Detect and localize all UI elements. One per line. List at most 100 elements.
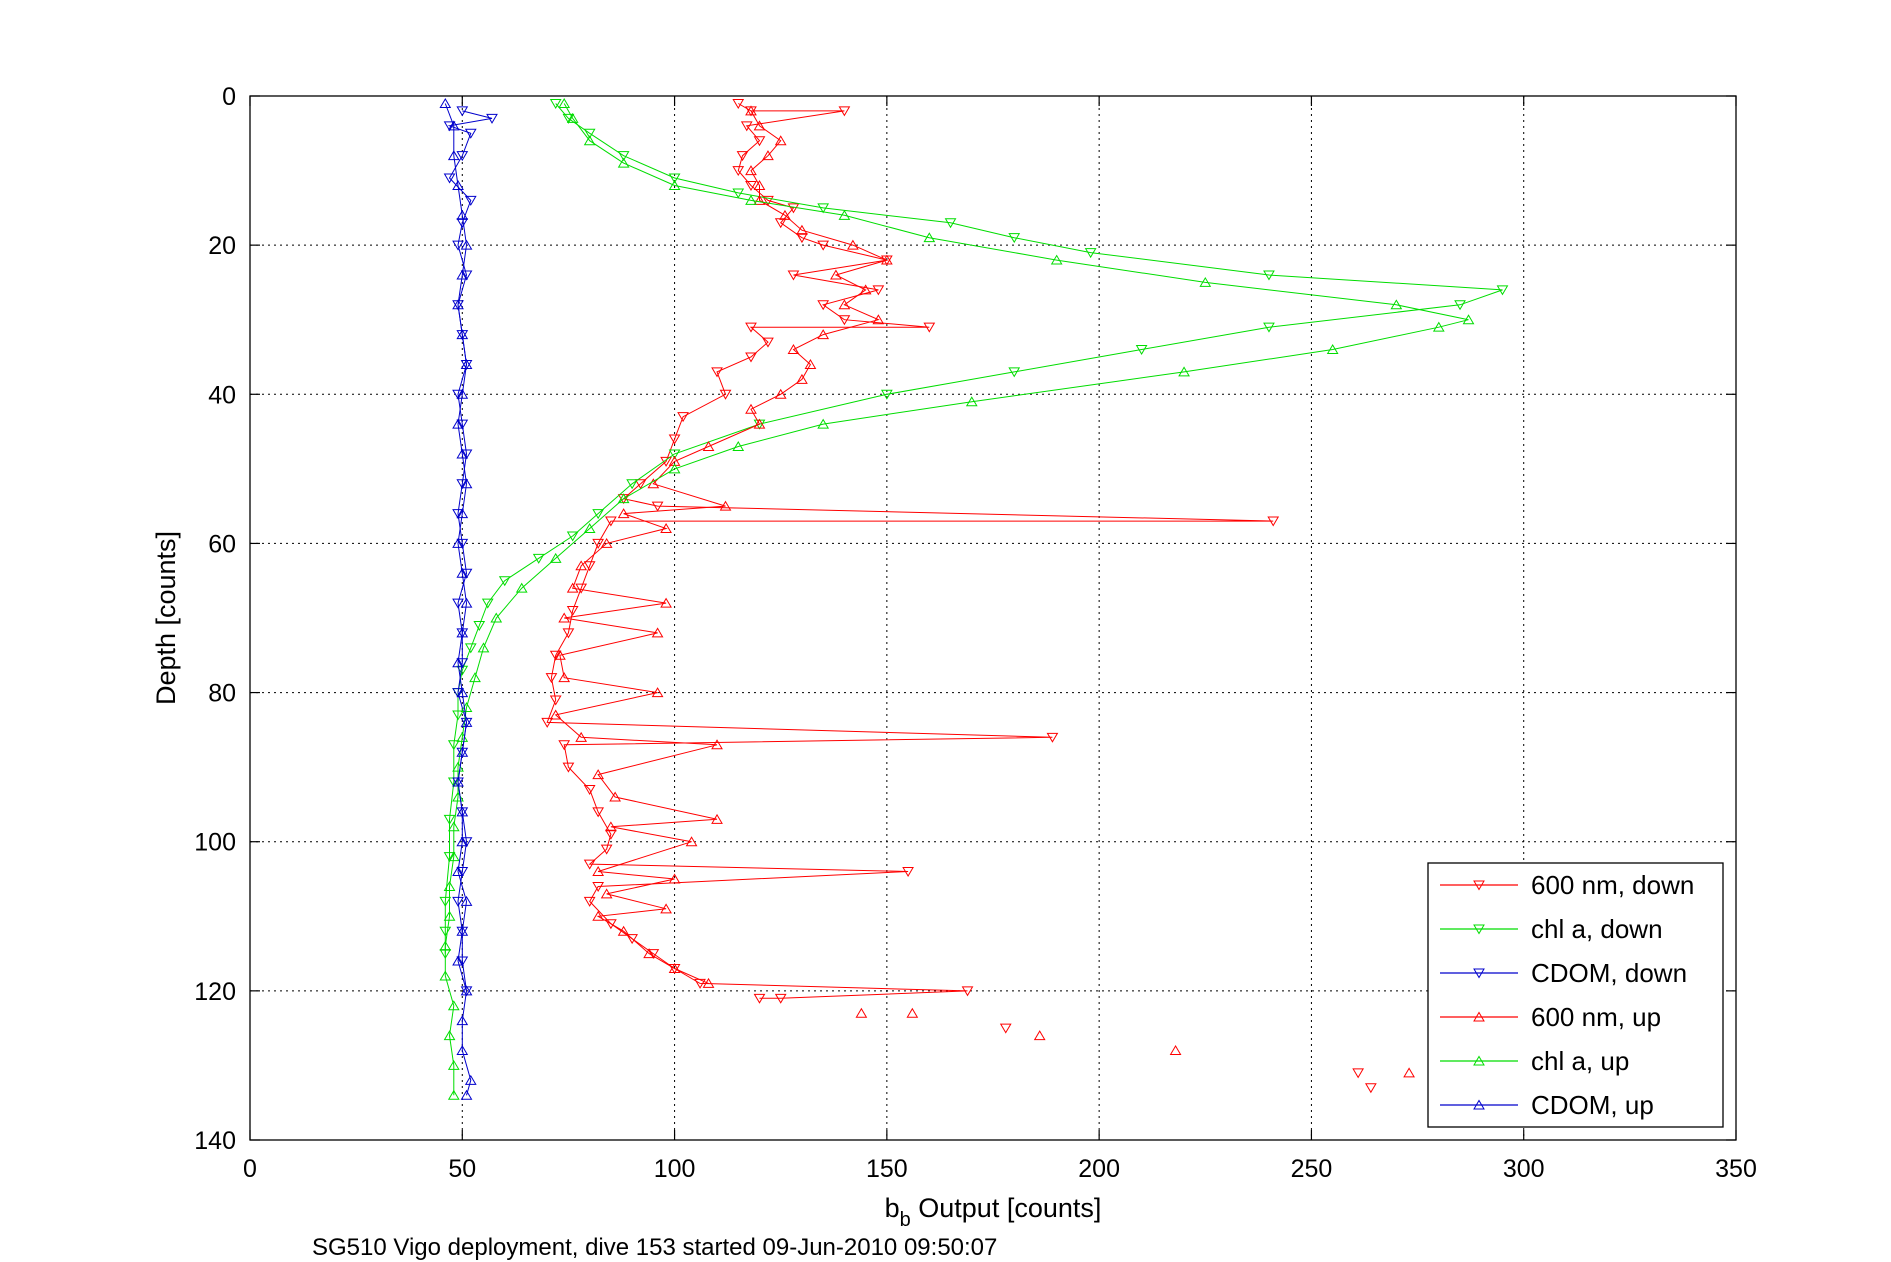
- data-point: [1046, 732, 1059, 743]
- legend-entry: chl a, up: [1440, 1046, 1629, 1076]
- data-point: [452, 418, 464, 429]
- data-point: [456, 479, 469, 490]
- legend-entry: 600 nm, up: [1440, 1002, 1661, 1032]
- data-point: [464, 1074, 477, 1085]
- data-point: [439, 896, 452, 907]
- data-point: [566, 582, 579, 593]
- data-point: [592, 866, 605, 877]
- data-point: [439, 940, 452, 951]
- data-point: [473, 620, 486, 631]
- data-point: [668, 179, 681, 190]
- data-point: [456, 956, 469, 967]
- legend-label: chl a, up: [1531, 1046, 1629, 1076]
- data-point: [456, 806, 469, 817]
- legend-entry: chl a, down: [1440, 914, 1663, 944]
- data-point: [490, 612, 503, 623]
- data-point: [452, 537, 464, 548]
- data-point: [880, 389, 893, 400]
- data-point: [456, 925, 469, 936]
- data-point: [732, 98, 745, 109]
- data-point: [753, 194, 766, 205]
- data-point: [464, 195, 477, 206]
- data-point: [762, 195, 774, 206]
- x-tick-label: 350: [1715, 1155, 1757, 1183]
- data-point: [745, 322, 757, 333]
- data-point: [787, 203, 800, 214]
- data-point: [443, 814, 456, 825]
- data-point: [796, 373, 808, 384]
- data-point: [447, 150, 460, 161]
- data-point: [460, 568, 473, 579]
- y-axis-label: Depth [counts]: [151, 531, 181, 705]
- data-point: [774, 993, 787, 1004]
- data-point: [456, 329, 469, 340]
- data-point: [575, 560, 588, 571]
- data-point: [660, 597, 672, 608]
- data-point: [447, 1059, 460, 1070]
- data-point: [847, 239, 859, 250]
- data-point: [460, 449, 473, 460]
- data-point: [583, 896, 596, 907]
- data-point: [583, 128, 596, 139]
- data-point: [456, 448, 469, 459]
- legend-marker: [1473, 1055, 1485, 1066]
- data-point: [796, 224, 808, 235]
- data-point: [711, 813, 723, 824]
- data-point: [668, 962, 681, 973]
- data-point: [456, 1045, 469, 1056]
- data-point: [609, 791, 622, 802]
- data-point: [452, 955, 464, 966]
- data-point: [1462, 314, 1475, 325]
- x-axis-label-main: b: [885, 1193, 900, 1223]
- data-point: [668, 455, 681, 466]
- legend-marker: [1473, 968, 1485, 979]
- grid: [250, 96, 1736, 1140]
- data-point: [753, 993, 766, 1004]
- legend-marker: [1473, 1099, 1485, 1110]
- data-point: [1199, 276, 1212, 287]
- data-point: [447, 851, 460, 862]
- data-point: [1033, 1030, 1046, 1041]
- data-point: [562, 762, 575, 773]
- data-point: [460, 837, 473, 848]
- data-point: [605, 829, 617, 840]
- data-point: [762, 337, 774, 348]
- data-point: [711, 367, 723, 378]
- data-point: [643, 948, 655, 959]
- data-point: [460, 716, 473, 727]
- data-point: [906, 1007, 919, 1018]
- data-point: [592, 769, 605, 780]
- data-point: [732, 188, 745, 199]
- data-point: [541, 717, 554, 728]
- x-axis-label-rest: Output [counts]: [911, 1193, 1102, 1223]
- data-point: [965, 396, 978, 407]
- data-point: [923, 322, 936, 333]
- data-point: [605, 919, 617, 930]
- data-point: [583, 859, 596, 870]
- data-point: [600, 537, 613, 548]
- data-point: [452, 776, 464, 787]
- y-tick-label: 40: [208, 381, 236, 409]
- data-point: [447, 120, 460, 131]
- data-point: [554, 649, 566, 660]
- y-tick-label: 120: [194, 978, 236, 1006]
- data-point: [583, 135, 596, 146]
- data-point: [668, 434, 681, 445]
- data-point: [452, 896, 464, 907]
- data-point: [549, 98, 562, 109]
- data-point: [456, 567, 469, 578]
- data-point: [443, 910, 456, 921]
- data-point: [558, 612, 571, 623]
- data-point: [1008, 233, 1021, 244]
- legend-label: CDOM, down: [1531, 958, 1687, 988]
- x-tick-label: 300: [1503, 1155, 1545, 1183]
- data-point: [452, 688, 464, 699]
- data-point: [566, 531, 579, 542]
- data-point: [1390, 299, 1403, 310]
- data-point: [651, 687, 664, 698]
- data-point: [762, 150, 774, 161]
- data-point: [515, 582, 528, 593]
- data-point: [456, 746, 469, 757]
- legend-entry: 600 nm, down: [1440, 870, 1694, 900]
- x-axis-label-subscript: b: [900, 1209, 911, 1231]
